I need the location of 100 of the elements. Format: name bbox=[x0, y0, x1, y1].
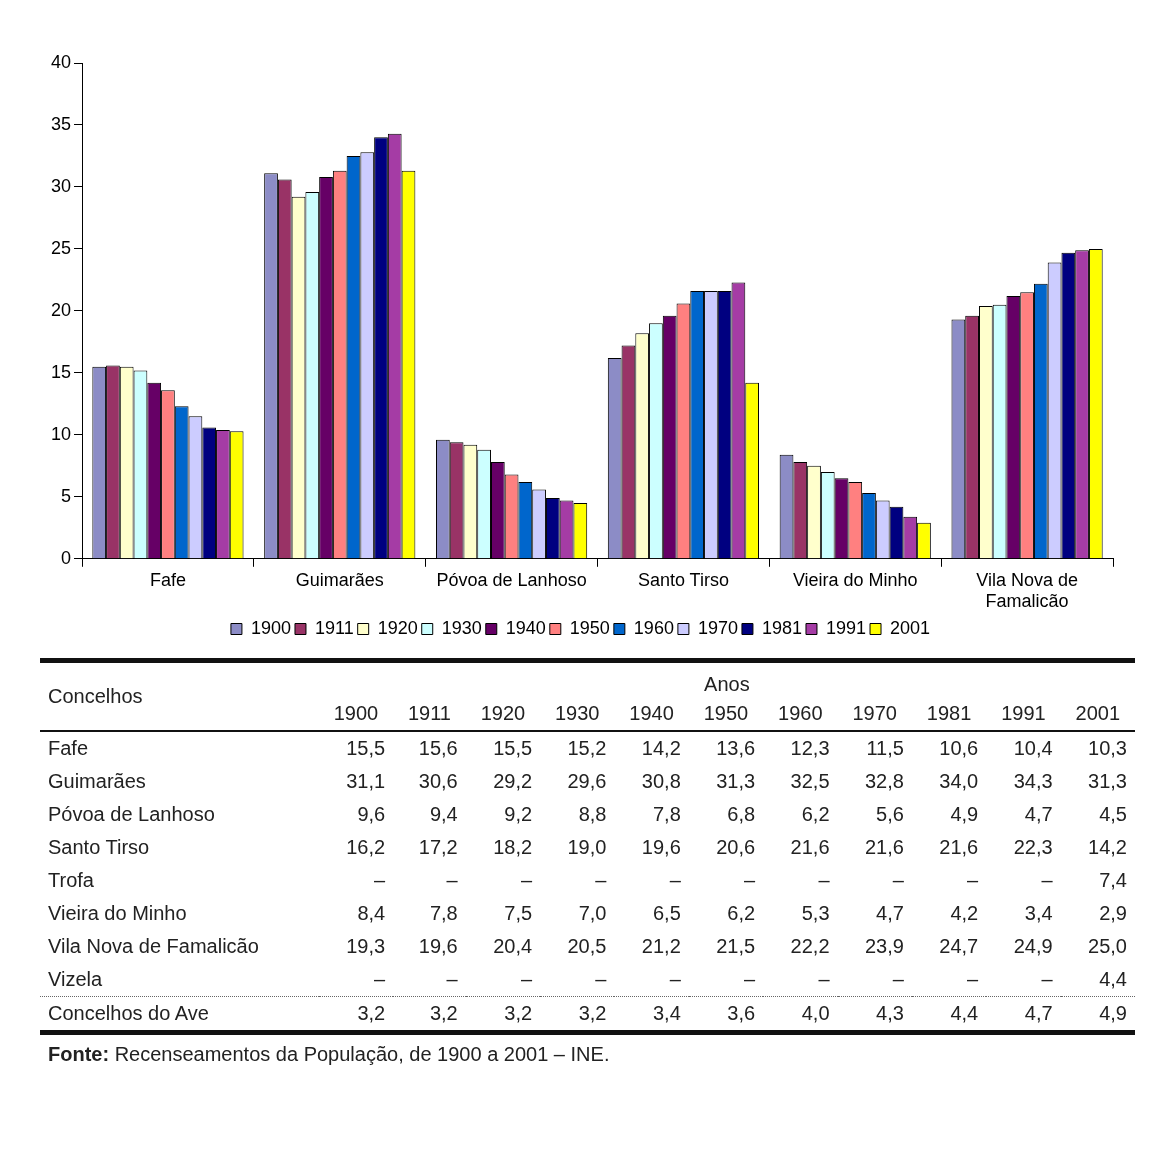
data-label: 20,5 bbox=[566, 934, 608, 959]
text: – bbox=[1041, 869, 1053, 891]
data-label: 19,3 bbox=[345, 934, 387, 959]
data-label: 11,5 bbox=[865, 736, 905, 761]
y-tick-label: Trofa bbox=[47, 868, 95, 893]
data-label: 30,8 bbox=[640, 769, 682, 794]
data-label: 7,5 bbox=[503, 901, 534, 926]
data-label: 6,5 bbox=[652, 901, 682, 926]
data-label: 14,2 bbox=[1087, 835, 1128, 860]
data-label: 19,6 bbox=[640, 835, 682, 860]
legend-label: 1940 bbox=[505, 617, 546, 638]
x-tick-label: 1981 bbox=[911, 697, 987, 731]
text: – bbox=[818, 869, 830, 891]
legend-label: 1991 bbox=[825, 617, 867, 638]
data-label: 3,4 bbox=[614, 996, 689, 1033]
y-tick-label: 5 bbox=[61, 485, 72, 506]
data-label: 8,4 bbox=[356, 901, 387, 926]
data-label: 7,0 bbox=[577, 901, 608, 926]
x-tick-label: 1930 bbox=[540, 697, 615, 731]
y-tick-label: Póvoa de Lanhoso bbox=[47, 802, 216, 827]
x-axis-title: Anos bbox=[703, 672, 751, 697]
data-label: 4,0 bbox=[763, 996, 838, 1033]
text: – bbox=[520, 869, 533, 891]
data-label: 16,2 bbox=[345, 835, 387, 860]
data-label: 4,9 bbox=[1060, 996, 1135, 1033]
legend-label: 2001 bbox=[890, 617, 931, 638]
y-tick-label: Guimarães bbox=[47, 769, 147, 794]
text: – bbox=[967, 869, 979, 891]
data-label: 17,2 bbox=[417, 835, 459, 860]
y-tick-label: 40 bbox=[50, 51, 72, 72]
data-label: 6,8 bbox=[726, 802, 757, 827]
text: – bbox=[892, 968, 904, 990]
legend-label: 1960 bbox=[633, 617, 674, 638]
x-tick-label: 1970 bbox=[837, 697, 912, 731]
y-tick-label: 0 bbox=[61, 547, 72, 568]
data-label: 31,3 bbox=[715, 769, 757, 794]
data-label: 19,6 bbox=[417, 934, 459, 959]
legend-label: 1970 bbox=[697, 617, 738, 638]
data-label: 21,6 bbox=[789, 835, 831, 860]
data-label: 7,8 bbox=[652, 802, 682, 827]
data-label: 6,2 bbox=[800, 802, 831, 827]
x-tick-label: 1911 bbox=[393, 697, 466, 731]
data-label: 12,3 bbox=[789, 736, 831, 761]
data-label: 9,2 bbox=[503, 802, 534, 827]
y-tick-label: Vila Nova de Famalicão bbox=[47, 934, 260, 959]
data-label: 22,2 bbox=[789, 934, 831, 959]
y-tick-label: 25 bbox=[50, 237, 72, 258]
x-tick-label: 1960 bbox=[763, 697, 838, 731]
x-tick-label: 1900 bbox=[318, 697, 394, 731]
data-label: 31,1 bbox=[345, 769, 387, 794]
text: – bbox=[892, 869, 904, 891]
x-tick-label: Guimarães bbox=[295, 569, 384, 590]
data-label: 18,2 bbox=[492, 835, 534, 860]
y-tick-label: Santo Tirso bbox=[47, 835, 151, 860]
data-label: 6,2 bbox=[726, 901, 757, 926]
y-tick-label: Fafe bbox=[47, 736, 90, 761]
text: – bbox=[967, 968, 979, 990]
data-label: 32,5 bbox=[789, 769, 831, 794]
data-label: 2,9 bbox=[1098, 901, 1128, 926]
data-label: 3,2 bbox=[465, 996, 541, 1033]
legend-label: 1930 bbox=[441, 617, 482, 638]
data-label: 3,2 bbox=[318, 996, 394, 1033]
text: – bbox=[595, 869, 607, 891]
data-label: 10,4 bbox=[1012, 736, 1054, 761]
x-tick-label: 1920 bbox=[465, 697, 541, 731]
y-tick-label: Vizela bbox=[47, 967, 104, 992]
text: – bbox=[595, 968, 607, 990]
data-label: 29,6 bbox=[566, 769, 608, 794]
data-label: 23,9 bbox=[863, 934, 905, 959]
data-label: 24,9 bbox=[1012, 934, 1054, 959]
x-tick-label: Vila Nova de Famalicão bbox=[976, 569, 1078, 612]
data-label: 4,9 bbox=[949, 802, 980, 827]
text: – bbox=[818, 968, 830, 990]
legend-label: 1950 bbox=[569, 617, 610, 638]
data-label: 15,2 bbox=[566, 736, 608, 761]
data-label: 4,2 bbox=[949, 901, 980, 926]
data-label: 4,5 bbox=[1098, 802, 1128, 827]
data-label: 15,6 bbox=[417, 736, 459, 761]
data-label: 15,5 bbox=[492, 736, 534, 761]
y-axis-title: Concelhos bbox=[40, 660, 319, 731]
text: – bbox=[374, 869, 386, 891]
data-label: 3,2 bbox=[393, 996, 466, 1033]
x-tick-label: Póvoa de Lanhoso bbox=[436, 569, 587, 590]
legend-label: 1920 bbox=[377, 617, 418, 638]
data-label: 20,4 bbox=[492, 934, 534, 959]
x-tick-label: 1950 bbox=[688, 697, 764, 731]
data-label: 31,3 bbox=[1087, 769, 1128, 794]
text: – bbox=[1041, 968, 1053, 990]
data-label: 4,4 bbox=[1098, 967, 1128, 992]
data-label: 34,0 bbox=[938, 769, 980, 794]
data-label: 7,4 bbox=[1098, 868, 1128, 893]
y-tick-label: 20 bbox=[50, 299, 72, 320]
data-label: 9,4 bbox=[428, 802, 459, 827]
data-label: 7,8 bbox=[428, 901, 459, 926]
data-label: 8,8 bbox=[577, 802, 608, 827]
y-tick-label: Concelhos do Ave bbox=[40, 996, 319, 1033]
y-tick-label: 15 bbox=[50, 361, 72, 382]
x-tick-label: Santo Tirso bbox=[637, 569, 729, 590]
legend-label: 1911 bbox=[314, 617, 354, 638]
data-label: 21,5 bbox=[715, 934, 757, 959]
